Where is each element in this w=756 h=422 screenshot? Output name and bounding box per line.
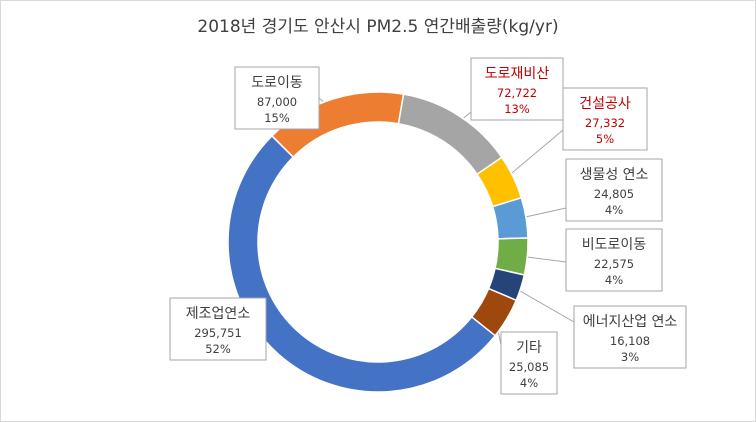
label-value-2: 27,332: [585, 116, 625, 130]
label-value-5: 16,108: [610, 334, 650, 348]
label-box-0: [234, 66, 320, 130]
label-value-6: 25,085: [509, 360, 549, 374]
label-name-7: 제조업연소: [186, 306, 251, 322]
label-value-4: 22,575: [594, 257, 634, 271]
label-box-3: [565, 158, 663, 222]
label-name-0: 도로이동: [251, 75, 303, 91]
label-percent-3: 4%: [605, 203, 623, 217]
label-box-6: [500, 331, 558, 395]
data-labels: 도로이동 87,000 15% 도로재비산 72,722 13% 건설공사 27,332 5% 생…: [169, 57, 687, 395]
label-box-7: [169, 297, 267, 361]
label-value-0: 87,000: [257, 95, 297, 109]
label-value-7: 295,751: [194, 326, 242, 340]
label-box-2: [562, 87, 648, 151]
label-box-1: [470, 57, 564, 121]
chart-title: 2018년 경기도 안산시 PM2.5 연간배출량(kg/yr): [197, 17, 559, 37]
label-percent-6: 4%: [520, 376, 538, 390]
label-percent-0: 15%: [264, 111, 290, 125]
label-name-5: 에너지산업 연소: [583, 314, 678, 330]
label-name-1: 도로재비산: [485, 66, 550, 82]
label-box-4: [565, 228, 663, 292]
label-name-2: 건설공사: [579, 96, 631, 112]
label-percent-1: 13%: [504, 102, 530, 116]
doughnut-slices: [227, 91, 529, 393]
label-percent-4: 4%: [605, 273, 623, 287]
label-percent-7: 52%: [205, 342, 231, 356]
label-name-4: 비도로이동: [582, 237, 647, 253]
label-box-5: [573, 305, 687, 369]
label-percent-5: 3%: [621, 350, 639, 364]
label-value-3: 24,805: [594, 187, 634, 201]
label-value-1: 72,722: [497, 86, 537, 100]
label-percent-2: 5%: [596, 132, 614, 146]
label-name-6: 기타: [516, 340, 542, 356]
slice-7: [227, 134, 497, 393]
label-name-3: 생물성 연소: [580, 167, 649, 183]
